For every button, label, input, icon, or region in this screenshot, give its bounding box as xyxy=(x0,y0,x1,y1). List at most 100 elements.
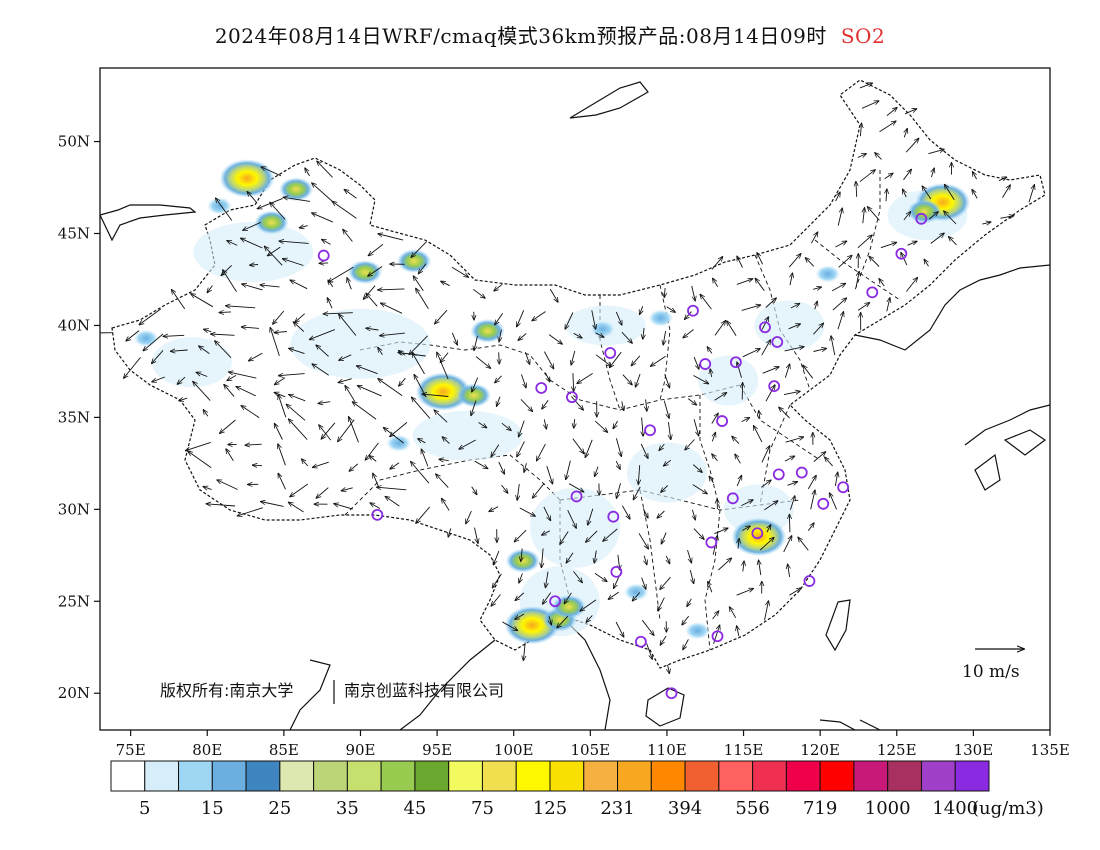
wind-arrow xyxy=(861,101,879,109)
wind-arrow xyxy=(170,350,188,351)
wind-arrow xyxy=(762,367,780,374)
wind-arrow xyxy=(641,577,646,590)
copyright-part1: 版权所有:南京大学 xyxy=(160,681,293,700)
wind-arrow xyxy=(515,613,525,619)
wind-arrow xyxy=(692,464,702,473)
so2-haze-patch xyxy=(754,300,825,351)
wind-arrow xyxy=(338,378,352,383)
wind-arrow xyxy=(692,484,707,494)
wind-arrow xyxy=(869,256,880,267)
station-marker xyxy=(665,687,678,700)
wind-arrow xyxy=(316,487,329,499)
wind-arrow xyxy=(682,615,690,625)
so2-haze-patch xyxy=(698,355,759,406)
wind-arrow xyxy=(595,332,604,338)
wind-arrow xyxy=(727,321,737,336)
wind-arrow xyxy=(711,257,723,270)
wind-arrow xyxy=(787,482,798,486)
wind-arrow xyxy=(640,443,648,458)
wind-arrow xyxy=(179,398,188,401)
wind-arrow xyxy=(441,281,450,287)
wind-arrow xyxy=(788,324,801,330)
wind-arrow xyxy=(742,526,750,531)
wind-arrow xyxy=(412,397,431,419)
wind-arrow xyxy=(714,528,728,535)
wind-arrow xyxy=(594,573,607,581)
wind-arrow xyxy=(381,303,403,314)
legend-swatch xyxy=(279,760,315,792)
legend-label: 75 xyxy=(471,798,494,819)
wind-arrow xyxy=(732,436,740,445)
wind-arrow xyxy=(344,189,357,199)
wind-arrow xyxy=(478,422,487,428)
wind-arrow xyxy=(692,509,695,520)
wind-arrow xyxy=(742,349,760,358)
wind-arrow xyxy=(616,483,621,498)
legend-swatch xyxy=(819,760,855,792)
station-marker xyxy=(699,358,712,370)
x-tick-label: 120E xyxy=(800,741,840,759)
wind-arrow xyxy=(741,500,753,507)
wind-arrow xyxy=(707,347,713,354)
wind-arrow xyxy=(713,278,719,288)
wind-arrow xyxy=(524,352,529,364)
wind-arrow xyxy=(658,597,665,611)
wind-arrow xyxy=(270,328,280,357)
wind-arrow xyxy=(211,334,235,335)
wind-arrow xyxy=(765,298,777,308)
wind-arrow xyxy=(729,607,737,619)
wind-arrow xyxy=(293,322,305,332)
wind-arrow xyxy=(352,402,377,420)
wind-arrow xyxy=(499,329,501,342)
wind-arrow xyxy=(685,439,695,451)
wind-arrow xyxy=(643,328,644,339)
wind-arrow xyxy=(659,443,665,450)
wind-arrow xyxy=(378,348,383,355)
wind-arrow xyxy=(502,621,517,631)
station-marker xyxy=(795,466,808,479)
legend-label: 45 xyxy=(403,798,426,819)
wind-arrow xyxy=(207,285,213,293)
x-tick-label: 125E xyxy=(877,741,917,759)
legend-swatch xyxy=(650,760,686,792)
wind-arrow xyxy=(714,321,726,336)
wind-arrow xyxy=(177,376,186,384)
wind-arrow xyxy=(226,306,256,308)
wind-arrow xyxy=(517,483,519,500)
legend-label: 1000 xyxy=(865,798,911,819)
legend-swatch xyxy=(684,760,720,792)
wind-arrow xyxy=(633,486,641,500)
wind-arrow xyxy=(666,306,676,313)
wind-arrow xyxy=(798,537,809,551)
legend-swatch xyxy=(110,760,146,792)
wind-arrow xyxy=(945,184,955,200)
coastline-lake xyxy=(569,81,649,119)
station-marker xyxy=(729,356,742,369)
station-marker xyxy=(759,321,771,334)
wind-arrow xyxy=(241,238,263,249)
legend-label: 35 xyxy=(336,798,359,819)
wind-arrow xyxy=(949,237,957,246)
wind-reference: 10 m/s xyxy=(962,649,1024,682)
y-tick-label: 30N xyxy=(58,500,90,518)
wind-arrow xyxy=(546,466,553,484)
wind-arrow xyxy=(577,373,593,383)
wind-arrow xyxy=(635,373,641,387)
so2-hotspot xyxy=(386,434,412,452)
wind-arrow xyxy=(668,664,670,674)
wind-arrow xyxy=(661,485,669,493)
station-marker xyxy=(771,336,784,348)
wind-arrow xyxy=(736,475,741,487)
wind-arrow xyxy=(982,222,991,224)
wind-arrow xyxy=(685,311,692,320)
wind-arrow xyxy=(613,420,618,429)
wind-arrow xyxy=(741,418,750,423)
wind-arrow xyxy=(309,329,336,340)
station-marker xyxy=(644,424,656,437)
wind-arrow xyxy=(1000,216,1014,219)
wind-arrow xyxy=(249,352,263,361)
wind-arrow xyxy=(501,422,511,430)
wind-arrow xyxy=(566,460,571,480)
station-marker xyxy=(566,391,578,404)
wind-arrow xyxy=(594,420,607,432)
